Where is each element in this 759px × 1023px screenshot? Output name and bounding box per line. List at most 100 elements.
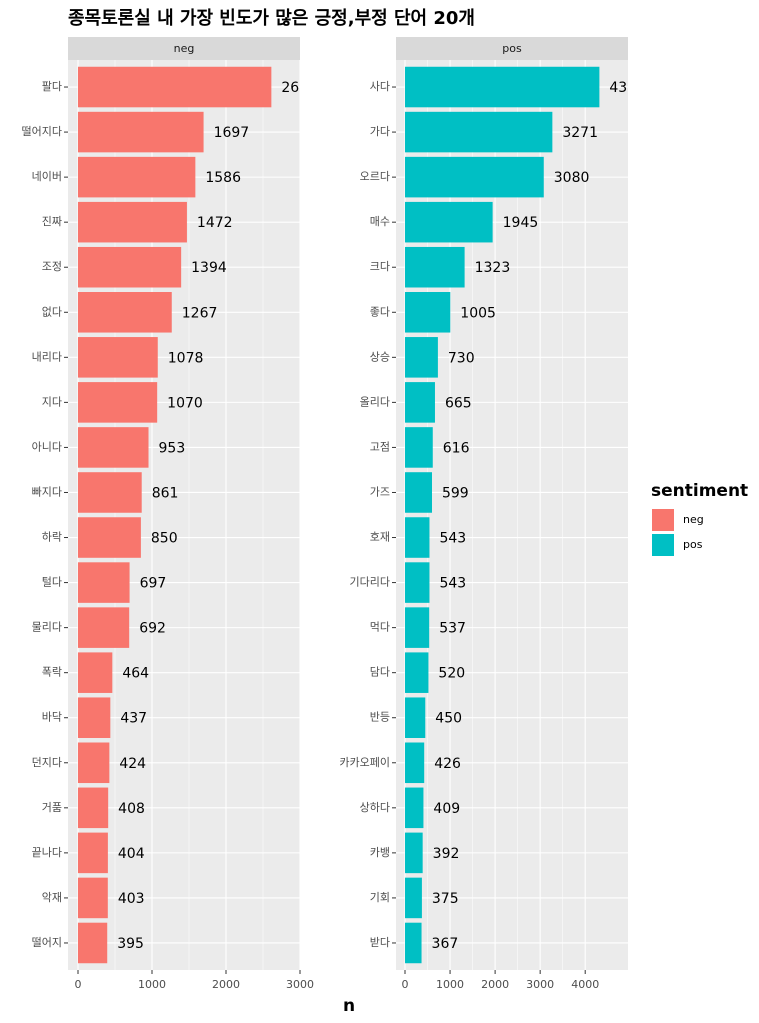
data-label: 692: [139, 621, 166, 637]
y-tick-label: 폭락: [42, 666, 62, 679]
data-label: 367: [432, 936, 459, 952]
bar: [77, 201, 187, 243]
strip-label: neg: [174, 42, 195, 55]
x-tick-label: 3000: [286, 978, 314, 991]
bar: [77, 472, 142, 513]
y-tick-label: 지다: [42, 395, 62, 408]
bar: [77, 742, 110, 784]
data-label: 403: [118, 891, 145, 907]
bar: [77, 382, 158, 423]
bar: [405, 787, 424, 829]
y-tick-label: 빠지다: [32, 485, 62, 498]
bar: [77, 111, 204, 153]
legend-key: [652, 509, 674, 531]
data-label: 4315: [609, 80, 645, 96]
bar: [405, 427, 433, 468]
bar: [77, 427, 149, 468]
bar: [77, 562, 130, 603]
bar: [77, 922, 108, 964]
data-label: 375: [432, 891, 459, 907]
data-label: 616: [443, 440, 470, 456]
y-tick-label: 내리다: [32, 350, 62, 363]
x-tick-label: 0: [402, 978, 409, 991]
y-tick-label: 끝나다: [32, 846, 62, 859]
data-label: 1394: [191, 260, 227, 276]
y-tick-label: 카뱅: [370, 846, 390, 859]
bar: [77, 832, 108, 874]
strip-label: pos: [502, 42, 522, 55]
bar: [405, 877, 422, 919]
y-tick-label: 거품: [42, 801, 62, 814]
data-label: 464: [122, 666, 149, 682]
y-tick-label: 반등: [370, 711, 390, 724]
x-tick-label: 3000: [526, 978, 554, 991]
y-tick-label: 아니다: [32, 440, 62, 453]
bar: [77, 156, 196, 198]
data-label: 404: [118, 846, 145, 862]
y-tick-label: 기다리다: [350, 576, 390, 589]
bar: [77, 877, 108, 919]
data-label: 3080: [554, 170, 590, 186]
bar: [405, 832, 423, 874]
x-tick-label: 2000: [212, 978, 240, 991]
y-tick-label: 상하다: [360, 800, 390, 814]
y-tick-label: 떨어지: [32, 936, 62, 949]
bar: [405, 111, 553, 153]
bar: [405, 742, 425, 784]
data-label: 665: [445, 395, 472, 411]
x-axis-label: n: [343, 996, 355, 1016]
data-label: 1945: [503, 215, 539, 231]
bar: [77, 246, 182, 288]
bar: [405, 156, 544, 198]
y-tick-label: 하락: [42, 530, 62, 544]
data-label: 1472: [197, 215, 233, 231]
data-label: 2613: [281, 80, 317, 96]
legend-label: pos: [683, 538, 703, 551]
strip: [396, 37, 628, 60]
strip: [68, 37, 300, 60]
y-tick-label: 털다: [42, 576, 62, 589]
data-label: 409: [433, 801, 460, 817]
y-tick-label: 가다: [370, 125, 390, 138]
data-label: 437: [120, 711, 147, 727]
x-tick-label: 1000: [436, 978, 464, 991]
data-label: 1586: [205, 170, 241, 186]
bar: [405, 652, 429, 693]
y-tick-label: 바닥: [42, 711, 62, 724]
x-tick-label: 2000: [481, 978, 509, 991]
data-label: 408: [118, 801, 145, 817]
data-label: 537: [439, 621, 466, 637]
data-label: 392: [433, 846, 460, 862]
y-tick-label: 매수: [370, 215, 390, 228]
x-tick-label: 4000: [571, 978, 599, 991]
bar: [77, 697, 111, 738]
bar: [405, 517, 430, 558]
bar: [77, 66, 272, 108]
y-tick-label: 담다: [370, 666, 390, 679]
bar: [405, 472, 432, 513]
y-tick-label: 네이버: [32, 170, 62, 183]
data-label: 599: [442, 485, 469, 501]
legend-title: sentiment: [651, 481, 748, 501]
y-tick-label: 사다: [370, 80, 390, 93]
y-tick-label: 오르다: [360, 170, 390, 183]
bar: [77, 607, 130, 648]
y-tick-label: 좋다: [370, 305, 390, 318]
data-label: 1070: [167, 395, 203, 411]
bar: [405, 66, 600, 108]
data-label: 861: [152, 485, 179, 501]
y-tick-label: 고점: [370, 440, 390, 453]
y-tick-label: 크다: [370, 260, 390, 273]
y-tick-label: 카카오페이: [339, 756, 390, 769]
bar: [405, 607, 430, 648]
data-label: 1005: [460, 305, 496, 321]
y-tick-label: 상승: [370, 350, 390, 363]
y-tick-label: 팔다: [42, 80, 62, 93]
bar: [405, 697, 426, 738]
legend-key: [652, 534, 674, 556]
panel: 2613 1697 1586 1472 1394 1267 1078 1070 953 861 85…: [68, 60, 317, 970]
data-label: 424: [119, 756, 146, 772]
panel: 4315 3271 3080 1945 1323 1005 730 665 616 599 543 5…: [396, 60, 645, 970]
data-label: 520: [438, 666, 465, 682]
bar: [405, 562, 430, 603]
